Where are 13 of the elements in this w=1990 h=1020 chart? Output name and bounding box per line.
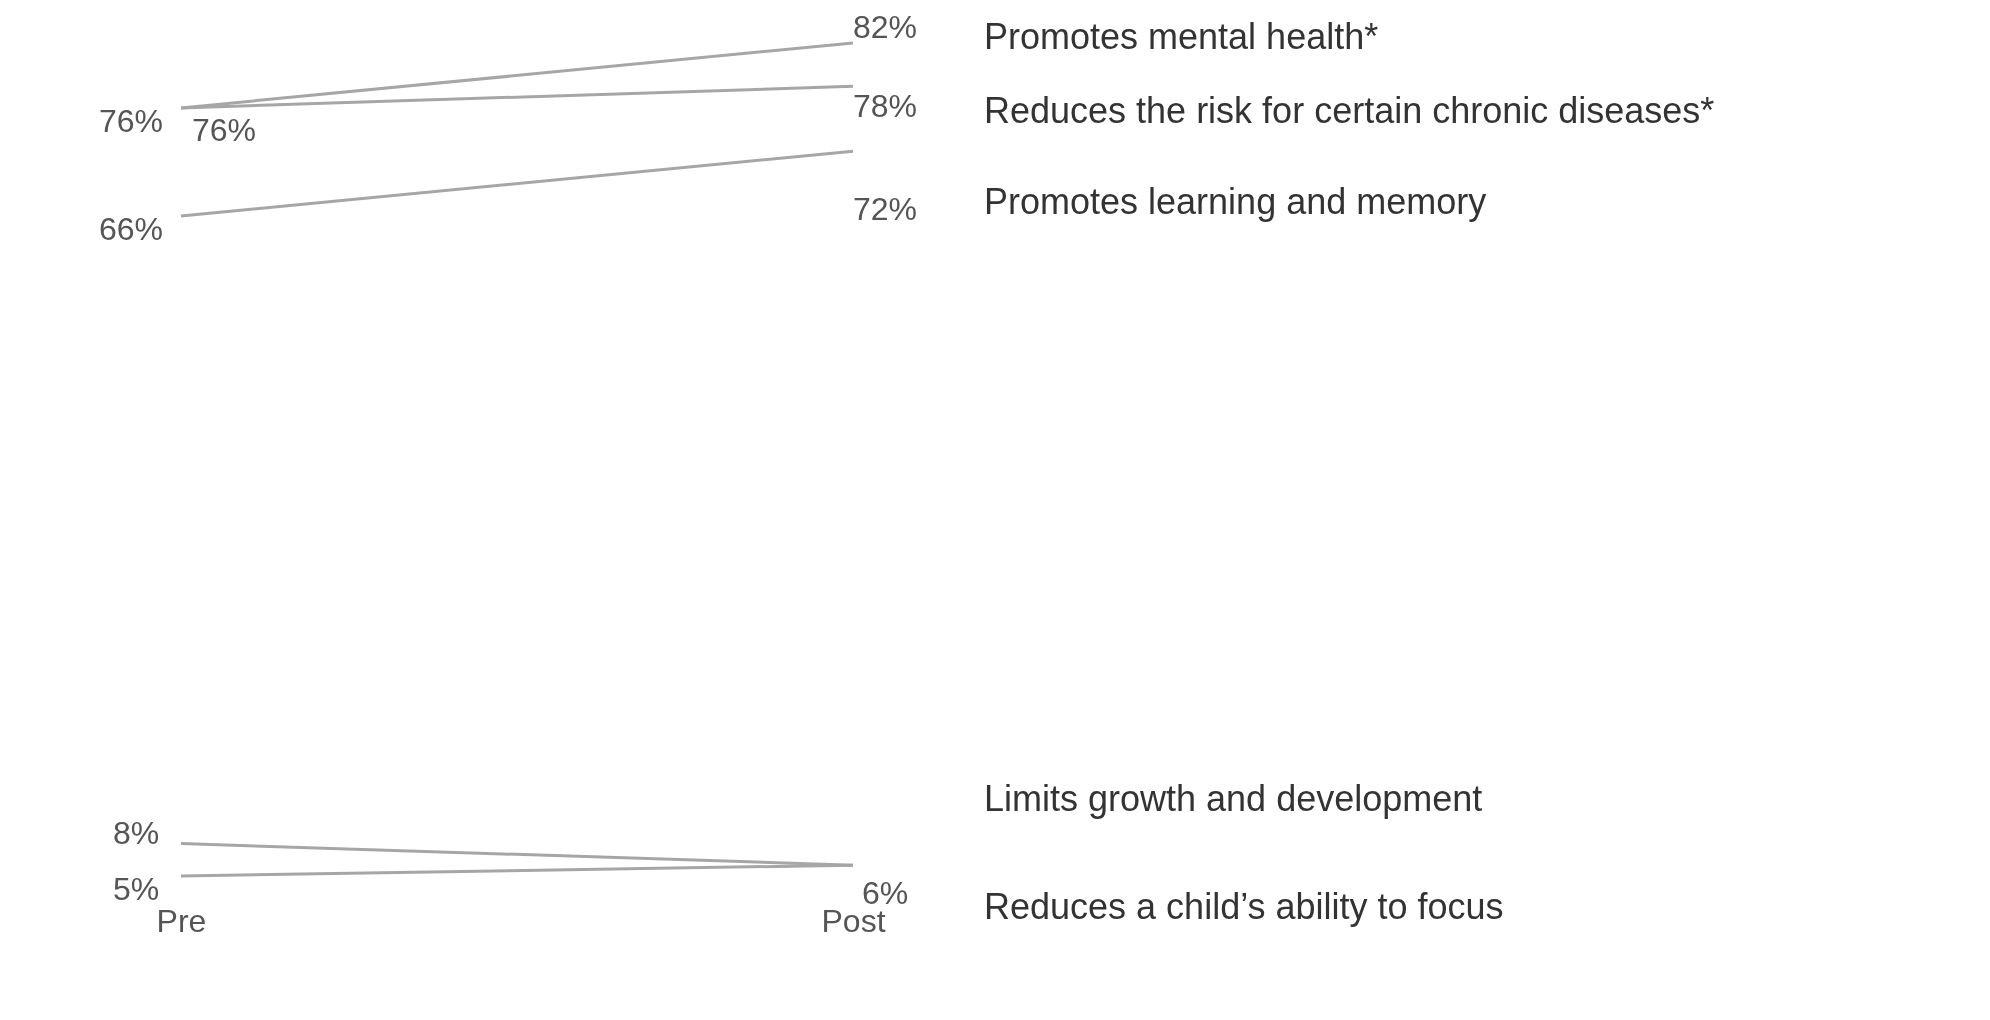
data-label: 8% [112,814,160,851]
text: Limits growth and development [984,778,1483,820]
data-label: 82% [852,9,918,45]
data-label: 72% [852,191,918,228]
text: Reduces a child’s ability to focus [984,886,1504,928]
data-label: 66% [98,211,164,248]
text: Promotes mental health* [984,16,1379,57]
data-label: 78% [852,88,918,125]
text: Promotes learning and memory [984,181,1487,223]
data-label: 76% [98,102,164,139]
data-label: 6% [861,875,909,912]
data-label: 76% [191,111,257,148]
text: Reduces the risk for certain chronic diseases* [984,90,1715,132]
